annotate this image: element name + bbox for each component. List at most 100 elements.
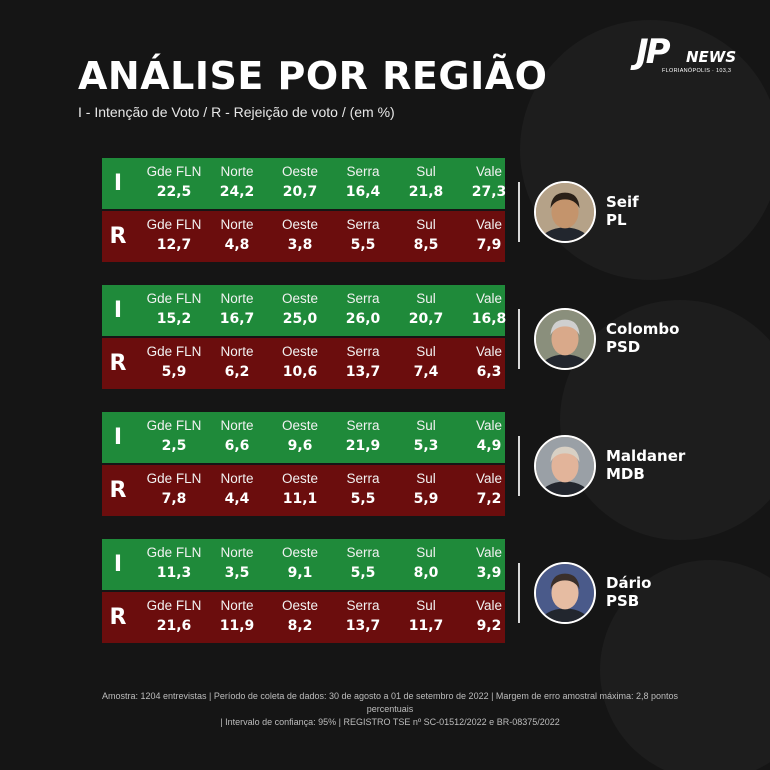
region-label: Serra xyxy=(346,291,380,306)
candidate-table-seif: I Gde FLN 22,5 Norte 24,2 Oeste 20,7 Serra 16,4 S… xyxy=(102,158,506,262)
intention-cell: Serra 26,0 xyxy=(331,285,395,336)
intention-cell: Vale 16,8 xyxy=(457,285,521,336)
region-label: Vale xyxy=(475,471,503,486)
region-label: Gde FLN xyxy=(146,291,202,306)
region-label: Gde FLN xyxy=(146,598,202,613)
rejection-row: R Gde FLN 7,8 Norte 4,4 Oeste 11,1 Serra 5,5 Sul 5… xyxy=(102,465,505,516)
intention-cell: Oeste 25,0 xyxy=(268,285,332,336)
intention-cell: Serra 16,4 xyxy=(331,158,395,209)
candidate-table-dário: I Gde FLN 11,3 Norte 3,5 Oeste 9,1 Serra 5,5 Sul 8… xyxy=(102,539,505,643)
rejection-cell: Serra 13,7 xyxy=(331,592,395,643)
candidate-party: PL xyxy=(606,211,627,229)
rejection-cell: Serra 5,5 xyxy=(331,211,395,262)
rejection-value: 4,8 xyxy=(224,237,250,253)
intention-value: 22,5 xyxy=(156,184,192,200)
intention-cell: Gde FLN 22,5 xyxy=(142,158,206,209)
rejection-value: 7,2 xyxy=(476,491,502,507)
rejection-cell: Sul 5,9 xyxy=(394,465,458,516)
intention-value: 11,3 xyxy=(156,565,192,581)
region-label: Sul xyxy=(416,418,436,433)
region-label: Sul xyxy=(416,217,436,232)
intention-cell: Sul 8,0 xyxy=(394,539,458,590)
jp-news-logo: JP NEWS FLORIANÓPOLIS · 103,3 xyxy=(636,32,736,76)
rejection-cell: Serra 13,7 xyxy=(331,338,395,389)
candidate-avatar xyxy=(534,435,596,497)
candidate-divider xyxy=(518,563,520,623)
region-label: Gde FLN xyxy=(146,217,202,232)
intention-value: 15,2 xyxy=(156,311,192,327)
rejection-row: R Gde FLN 5,9 Norte 6,2 Oeste 10,6 Serra 13,7 Sul… xyxy=(102,338,505,389)
region-label: Norte xyxy=(220,164,254,179)
region-label: Norte xyxy=(220,217,254,232)
candidate-avatar xyxy=(534,562,596,624)
rejection-value: 7,9 xyxy=(476,237,502,253)
rejection-cell: Gde FLN 7,8 xyxy=(142,465,206,516)
region-label: Norte xyxy=(220,344,254,359)
intention-cell: Vale 27,3 xyxy=(457,158,521,209)
rejection-cell: Oeste 11,1 xyxy=(268,465,332,516)
region-label: Sul xyxy=(416,164,436,179)
rejection-cell: Gde FLN 21,6 xyxy=(142,592,206,643)
intention-value: 26,0 xyxy=(345,311,381,327)
intention-value: 21,8 xyxy=(408,184,444,200)
intention-value: 16,7 xyxy=(219,311,255,327)
rejection-cell: Norte 4,8 xyxy=(205,211,269,262)
intention-cell: Serra 21,9 xyxy=(331,412,395,463)
footer-line-2: | Intervalo de confiança: 95% | REGISTRO… xyxy=(220,717,560,727)
rejection-cell: Oeste 8,2 xyxy=(268,592,332,643)
rejection-value: 8,2 xyxy=(287,618,313,634)
rejection-cell: Sul 7,4 xyxy=(394,338,458,389)
intention-cell: Sul 21,8 xyxy=(394,158,458,209)
intention-value: 4,9 xyxy=(476,438,502,454)
rejection-value: 5,5 xyxy=(350,491,376,507)
intention-value: 20,7 xyxy=(282,184,318,200)
rejection-value: 9,2 xyxy=(476,618,502,634)
region-label: Norte xyxy=(220,471,254,486)
intention-row: I Gde FLN 2,5 Norte 6,6 Oeste 9,6 Serra 21,9 Sul 5… xyxy=(102,412,505,463)
intention-value: 25,0 xyxy=(282,311,318,327)
rejection-value: 11,1 xyxy=(282,491,318,507)
rejection-value: 5,9 xyxy=(161,364,187,380)
candidate-name: Dário xyxy=(606,574,652,592)
region-label: Gde FLN xyxy=(146,471,202,486)
intention-cell: Gde FLN 2,5 xyxy=(142,412,206,463)
region-label: Gde FLN xyxy=(146,418,202,433)
region-label: Oeste xyxy=(281,418,319,433)
rejection-value: 4,4 xyxy=(224,491,250,507)
intention-value: 24,2 xyxy=(219,184,255,200)
region-label: Norte xyxy=(220,418,254,433)
region-label: Gde FLN xyxy=(146,164,202,179)
region-label: Vale xyxy=(475,344,503,359)
rejection-cell: Gde FLN 5,9 xyxy=(142,338,206,389)
region-label: Oeste xyxy=(281,217,319,232)
intention-value: 9,6 xyxy=(287,438,313,454)
rejection-cell: Vale 9,2 xyxy=(457,592,521,643)
footer-line-1: Amostra: 1204 entrevistas | Período de c… xyxy=(101,691,678,714)
candidate-divider xyxy=(518,182,520,242)
candidate-party: PSD xyxy=(606,338,641,356)
intention-letter: I xyxy=(113,425,123,450)
rejection-value: 5,9 xyxy=(413,491,439,507)
candidate-name: Colombo xyxy=(606,320,680,338)
intention-value: 21,9 xyxy=(345,438,381,454)
candidate-label: Colombo PSD xyxy=(606,320,679,356)
rejection-row: R Gde FLN 21,6 Norte 11,9 Oeste 8,2 Serra 13,7 Su… xyxy=(102,592,505,643)
rejection-cell: Gde FLN 12,7 xyxy=(142,211,206,262)
logo-city: FLORIANÓPOLIS · 103,3 xyxy=(662,68,732,74)
region-label: Sul xyxy=(416,344,436,359)
intention-value: 9,1 xyxy=(287,565,313,581)
rejection-letter: R xyxy=(109,224,127,249)
region-label: Vale xyxy=(475,164,503,179)
region-label: Vale xyxy=(475,545,503,560)
candidate-divider xyxy=(518,309,520,369)
intention-value: 6,6 xyxy=(224,438,250,454)
candidate-avatar xyxy=(534,181,596,243)
logo-mark: JP xyxy=(636,32,671,72)
candidate-name: Seif xyxy=(606,193,639,211)
logo-news: NEWS xyxy=(686,48,737,66)
region-label: Sul xyxy=(416,598,436,613)
candidate-label: Seif PL xyxy=(606,193,639,229)
rejection-cell: Vale 6,3 xyxy=(457,338,521,389)
intention-cell: Oeste 9,6 xyxy=(268,412,332,463)
region-label: Oeste xyxy=(281,344,319,359)
